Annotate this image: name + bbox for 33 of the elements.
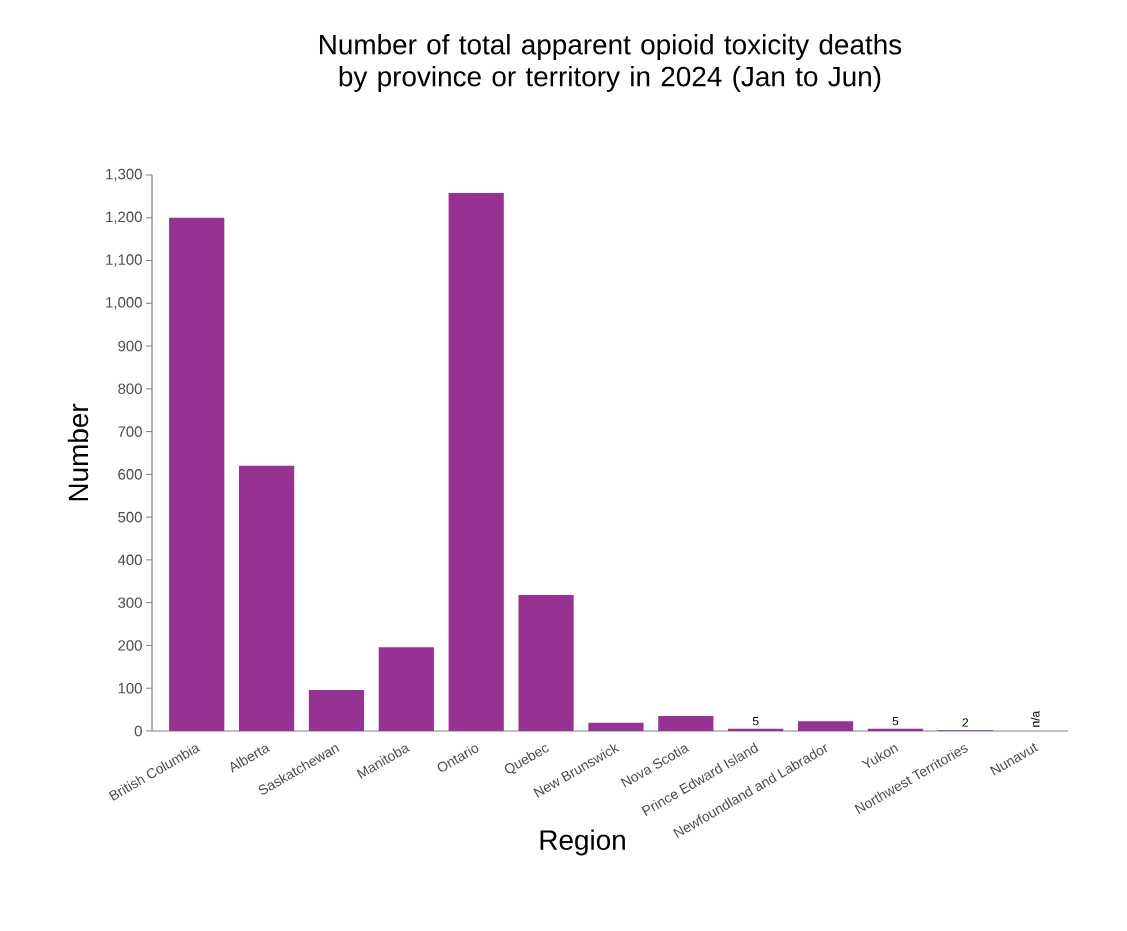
text: n/a (1030, 710, 1040, 727)
bar (658, 716, 714, 731)
x-tick-label: Yukon (861, 745, 899, 768)
data-label: 2 (962, 718, 969, 727)
bar (169, 217, 225, 731)
chart-title: Number of total apparent opioid toxicity deaths by province or territory in 2024 (Jan to Jun) (320, 34, 902, 92)
x-axis-title: Region (540, 829, 625, 856)
y-tick-label: 600 (118, 469, 142, 480)
bar (378, 647, 434, 731)
bar (308, 689, 365, 731)
y-tick-label: 200 (118, 640, 142, 651)
bar (588, 722, 644, 731)
y-tick-label: 700 (118, 426, 142, 437)
y-tick-label: 1,100 (106, 254, 142, 267)
y-tick-label: 0 (134, 725, 142, 737)
bar (867, 728, 924, 731)
y-tick-label: 1,200 (106, 211, 142, 224)
data-label: 5 (892, 716, 899, 726)
y-tick-label: 1,300 (106, 168, 142, 182)
y-tick-label: 900 (118, 340, 142, 352)
y-tick-label: 400 (117, 554, 142, 566)
y-tick-label: 500 (118, 511, 142, 523)
bar (728, 728, 784, 731)
bar (797, 721, 854, 731)
bar (448, 192, 504, 731)
bar (239, 465, 295, 731)
y-tick-label: 1,000 (106, 297, 142, 310)
y-tick-label: 100 (118, 682, 142, 694)
data-label: 5 (752, 716, 759, 726)
y-tick-label: 800 (118, 383, 142, 395)
bar (518, 594, 574, 731)
y-tick-label: 300 (118, 597, 142, 608)
y-axis-title: Number (67, 403, 89, 501)
